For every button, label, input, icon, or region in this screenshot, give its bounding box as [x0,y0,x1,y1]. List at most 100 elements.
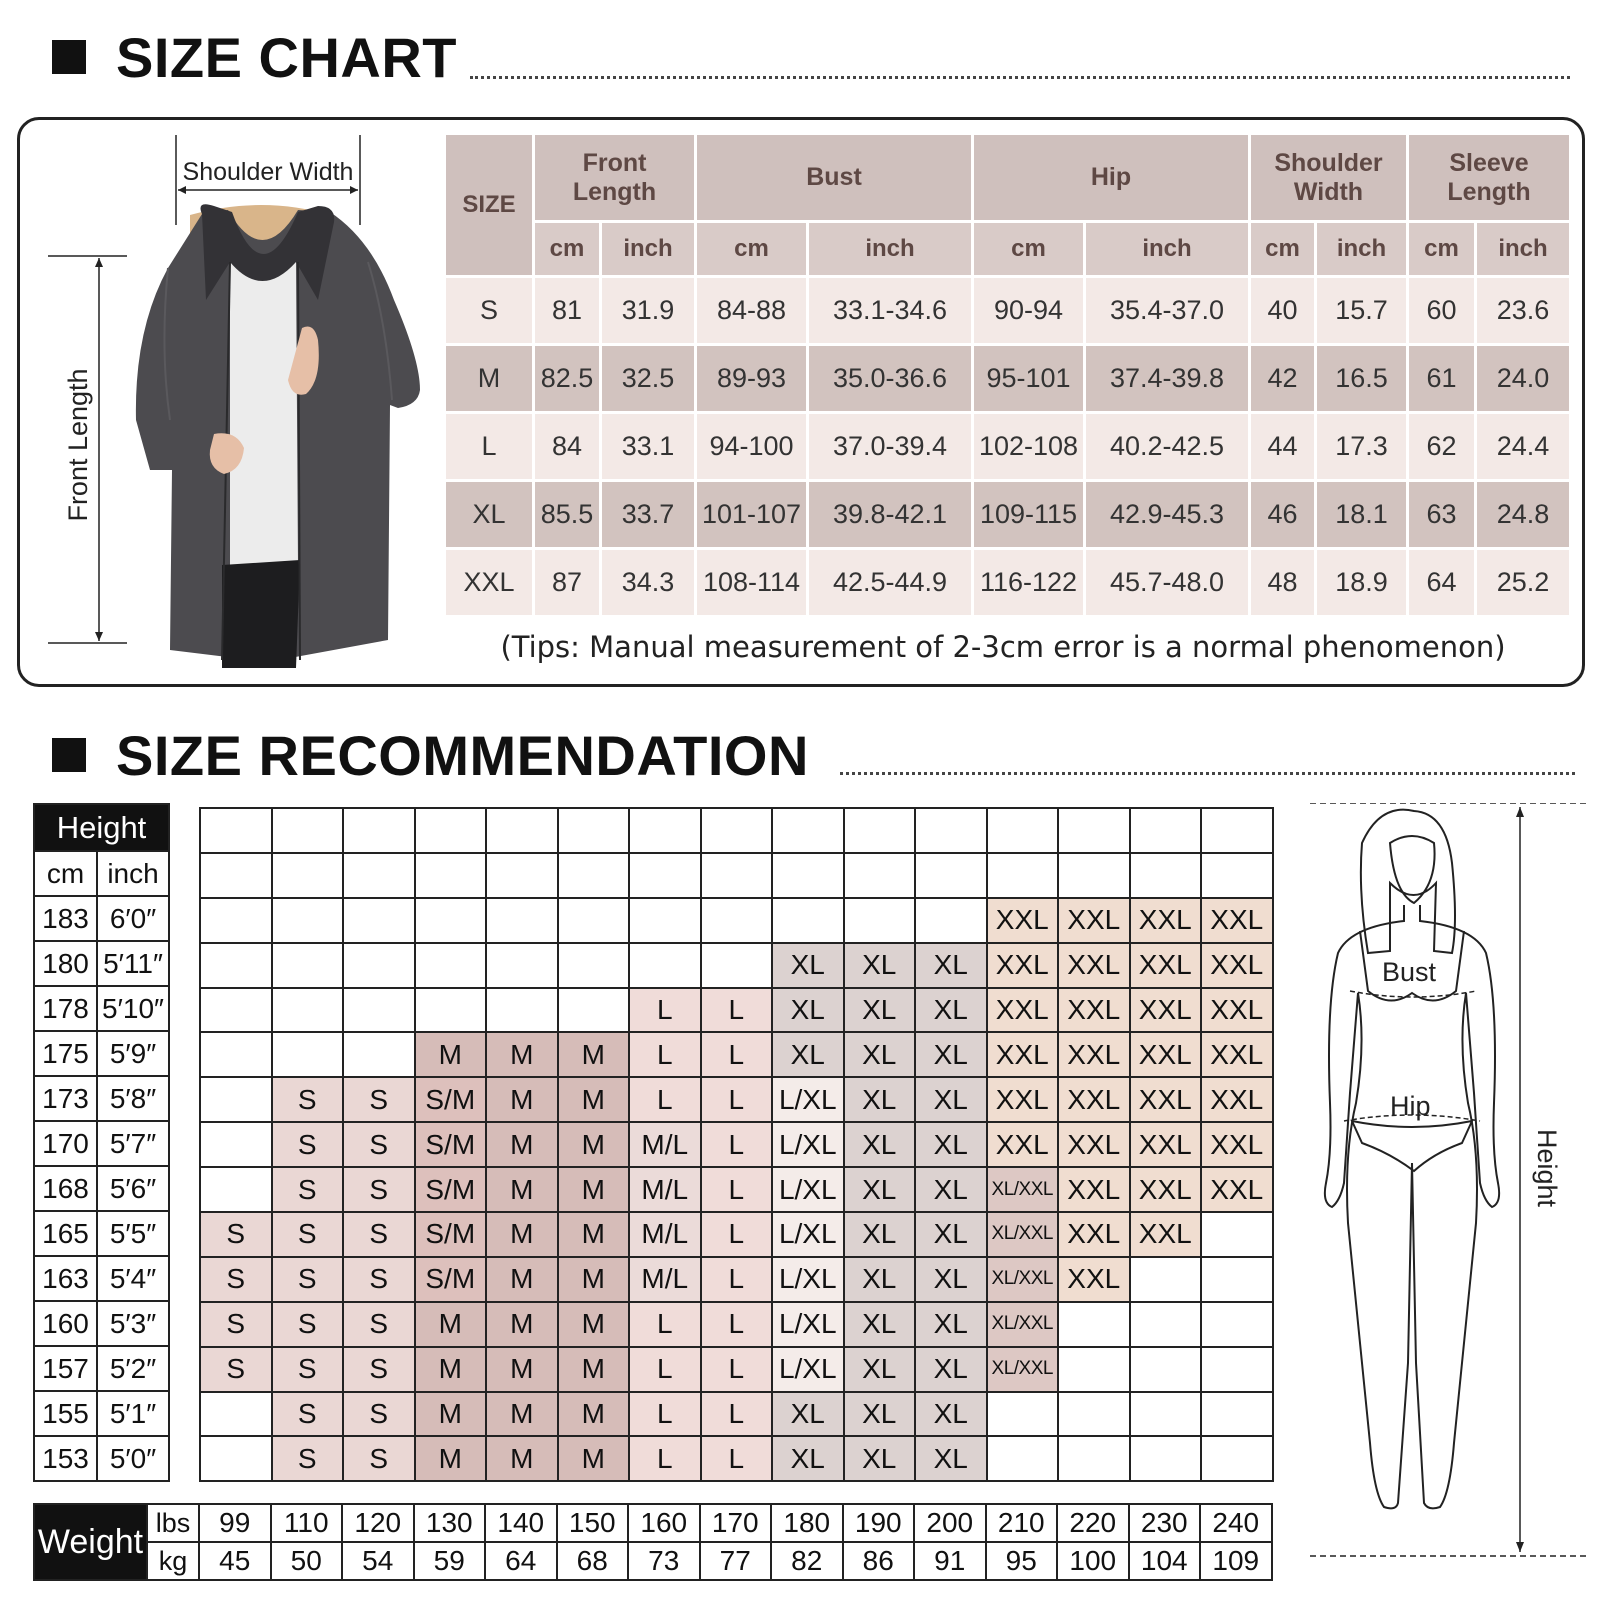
grid-cell [485,986,559,1034]
measurement-cell: 33.1 [602,414,697,482]
grid-cell: L [628,1076,702,1124]
grid-cell [1200,807,1274,854]
grid-cell: XXL [985,896,1059,944]
grid-cell: XL/XXL [985,1166,1059,1214]
grid-cell [485,896,559,944]
grid-cell: M [556,1076,630,1124]
weight-lbs: 230 [1127,1503,1201,1543]
grid-cell [199,1166,273,1214]
grid-cell [699,807,773,854]
height-row: 180 5′11″ [33,940,170,987]
grid-cell: XXL [1128,941,1202,989]
measurement-cell: 37.0-39.4 [809,414,974,482]
height-cm: 170 [33,1120,98,1167]
grid-cell: L [699,1345,773,1393]
weight-lbs: 190 [841,1503,915,1543]
grid-cell [1200,851,1274,899]
size-row: XL 85.5 33.7 101-107 39.8-42.1 109-115 42.9-45… [446,482,1572,550]
grid-cell: S [342,1345,416,1393]
grid-row: S S S S/M M M M/L L L/XL XL XL XL/XXL XXL [199,1255,1274,1303]
grid-cell: XXL [1200,1121,1274,1169]
weight-kg: 45 [198,1541,272,1581]
grid-cell: S [270,1255,344,1303]
grid-cell [342,851,416,899]
grid-row: L L XL XL XL XXL XXL XXL XXL [199,986,1274,1034]
size-chart-panel [17,117,1585,687]
weight-kg: 100 [1056,1541,1130,1581]
grid-cell [771,807,845,854]
weight-lbs: 120 [341,1503,415,1543]
grid-row [199,807,1274,854]
measurement-cell: 109-115 [974,482,1086,550]
grid-cell: L/XL [771,1166,845,1214]
grid-cell [985,1435,1059,1483]
measurement-cell: 24.0 [1477,346,1572,414]
grid-cell: S/M [413,1121,487,1169]
height-row: 183 6′0″ [33,895,170,942]
unit-header-8: cm [1409,223,1477,278]
weight-lbs: 180 [770,1503,844,1543]
grid-cell [556,941,630,989]
size-chart-title: SIZE CHART [116,25,457,89]
size-label: XXL [446,550,535,618]
grid-cell: L [699,1031,773,1079]
grid-cell: M/L [628,1166,702,1214]
grid-cell [199,941,273,989]
height-inch: 5′3″ [96,1300,170,1347]
grid-cell: L [628,986,702,1034]
weight-lbs: 99 [198,1503,272,1543]
grid-cell: L [699,986,773,1034]
sleeve-length-header: Sleeve Length [1409,135,1572,223]
grid-cell [771,896,845,944]
grid-cell [270,807,344,854]
weight-label: Weight [33,1503,148,1581]
grid-cell: XL [842,986,916,1034]
grid-cell: XXL [985,1121,1059,1169]
size-row: XXL 87 34.3 108-114 42.5-44.9 116-122 45.7-48.… [446,550,1572,618]
height-inch: 5′10″ [96,985,170,1032]
measurement-cell: 35.4-37.0 [1086,278,1251,346]
height-row: 155 5′1″ [33,1390,170,1437]
grid-cell: XL/XXL [985,1300,1059,1348]
measurement-cell: 89-93 [697,346,809,414]
inner-shirt [230,262,298,570]
grid-cell: S [342,1076,416,1124]
grid-cell: M [556,1390,630,1438]
grid-cell [413,807,487,854]
height-inch: 5′2″ [96,1345,170,1392]
grid-cell: S/M [413,1255,487,1303]
weight-kg: 82 [770,1541,844,1581]
unit-header-3: inch [809,223,974,278]
weight-kg: 104 [1127,1541,1201,1581]
measurement-cell: 64 [1409,550,1477,618]
grid-cell [1128,807,1202,854]
measurement-cell: 33.1-34.6 [809,278,974,346]
pants [222,560,300,668]
grid-cell: XL [771,1390,845,1438]
height-table: Height cm inch 183 6′0″ 180 5′11″ 178 5′10″ 17… [33,803,170,1482]
measurement-cell: 31.9 [602,278,697,346]
grid-cell: XL [842,941,916,989]
measurement-cell: 101-107 [697,482,809,550]
grid-cell [699,851,773,899]
grid-cell [199,1390,273,1438]
grid-cell: S [342,1211,416,1258]
grid-cell: M [556,1435,630,1483]
grid-cell: M [485,1121,559,1169]
grid-cell: XXL [1200,1076,1274,1124]
grid-cell [1057,1345,1131,1393]
weight-kg: 86 [841,1541,915,1581]
weight-lbs: 150 [555,1503,629,1543]
grid-cell [342,807,416,854]
grid-cell [628,941,702,989]
grid-cell: L [699,1076,773,1124]
grid-cell [1128,1390,1202,1438]
unit-header-5: inch [1086,223,1251,278]
measurement-cell: 46 [1251,482,1317,550]
grid-cell [342,986,416,1034]
weight-kg: 91 [913,1541,987,1581]
grid-cell: M [556,1255,630,1303]
grid-cell [270,941,344,989]
grid-cell [628,807,702,854]
grid-cell [270,986,344,1034]
